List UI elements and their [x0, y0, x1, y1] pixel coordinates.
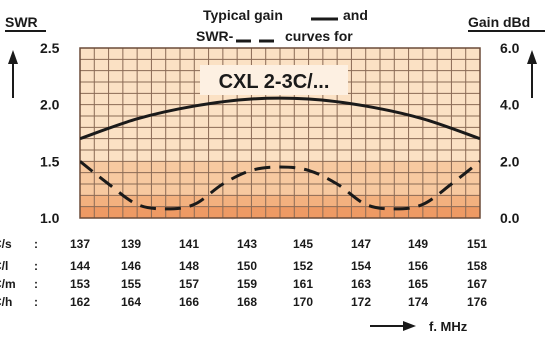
plot-border — [79, 47, 481, 219]
chart-title-line2-b: curves for — [285, 28, 353, 44]
table-cell: 141 — [179, 237, 199, 251]
table-cell: 162 — [70, 295, 90, 309]
table-cell: 147 — [351, 237, 371, 251]
table-cell: 154 — [351, 259, 371, 273]
table-cell: 150 — [237, 259, 257, 273]
table-cell: 158 — [467, 259, 487, 273]
gain-curve — [80, 96, 480, 141]
table-cell: 152 — [293, 259, 313, 273]
table-row-label: C/m — [0, 277, 16, 291]
table-cell: 167 — [467, 277, 487, 291]
table-cell: 174 — [408, 295, 428, 309]
left-up-arrow-icon — [8, 50, 18, 98]
table-cell: 176 — [467, 295, 487, 309]
table-row-label: C/s — [0, 237, 12, 251]
right-tick-label: 0.0 — [500, 210, 520, 226]
table-cell: 144 — [70, 259, 90, 273]
right-tick-label: 4.0 — [500, 97, 520, 113]
table-cell: 137 — [70, 237, 90, 251]
table-cell: 163 — [351, 277, 371, 291]
chart-title-line1-a: Typical gain — [203, 7, 283, 23]
right-up-arrow-icon — [527, 50, 537, 98]
table-row-separator: : — [34, 237, 38, 251]
table-cell: 153 — [70, 277, 90, 291]
table-cell: 170 — [293, 295, 313, 309]
table-cell: 172 — [351, 295, 371, 309]
right-tick-label: 2.0 — [500, 153, 520, 169]
chart-title-line1-b: and — [343, 7, 368, 23]
table-cell: 148 — [179, 259, 199, 273]
chart-title-line2-a: SWR- — [196, 28, 234, 44]
table-cell: 159 — [237, 277, 257, 291]
table-cell: 139 — [121, 237, 141, 251]
table-cell: 164 — [121, 295, 141, 309]
right-arrow-icon — [370, 321, 416, 331]
right-tick-label: 6.0 — [500, 40, 520, 56]
left-tick-label: 2.0 — [40, 97, 60, 113]
table-row-label: C/h — [0, 295, 12, 309]
table-cell: 168 — [237, 295, 257, 309]
table-cell: 149 — [408, 237, 428, 251]
table-row-separator: : — [34, 259, 38, 273]
swr-curve — [80, 160, 480, 211]
table-cell: 165 — [408, 277, 428, 291]
left-tick-label: 2.5 — [40, 40, 60, 56]
table-cell: 145 — [293, 237, 313, 251]
x-axis-label: f. MHz — [429, 319, 468, 334]
table-cell: 143 — [237, 237, 257, 251]
table-cell: 166 — [179, 295, 199, 309]
right-axis-label: Gain dBd — [468, 14, 530, 30]
table-row-separator: : — [34, 277, 38, 291]
table-cell: 151 — [467, 237, 487, 251]
left-tick-label: 1.0 — [40, 210, 60, 226]
table-cell: 156 — [408, 259, 428, 273]
table-cell: 155 — [121, 277, 141, 291]
table-cell: 157 — [179, 277, 199, 291]
table-row-separator: : — [34, 295, 38, 309]
frequency-table: C/s: 137 139 141 143 145 147 149 151 C/l: 144 146 14… — [0, 237, 487, 309]
model-label-box — [200, 65, 348, 95]
table-cell: 146 — [121, 259, 141, 273]
table-cell: 161 — [293, 277, 313, 291]
left-axis-label: SWR — [5, 14, 38, 30]
model-label: CXL 2-3C/... — [219, 71, 330, 93]
table-row-label: C/l — [0, 259, 8, 273]
left-tick-label: 1.5 — [40, 153, 60, 169]
